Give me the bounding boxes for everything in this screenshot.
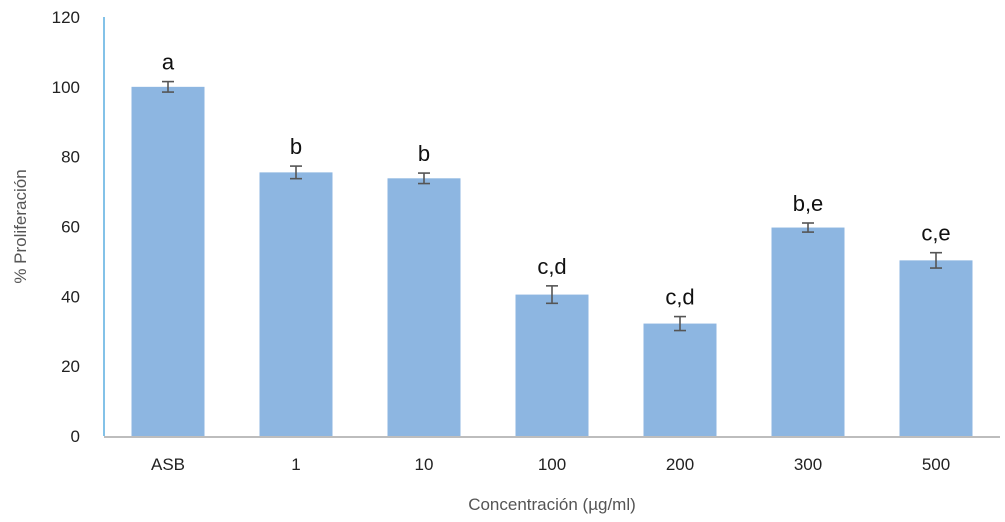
- error-bar: [546, 285, 558, 305]
- y-tick-label: 20: [61, 357, 80, 376]
- y-tick-label: 40: [61, 287, 80, 306]
- error-bar: [930, 251, 942, 269]
- x-tick-label: 500: [922, 455, 950, 474]
- error-bars-group: [162, 80, 942, 332]
- error-bar: [802, 222, 814, 233]
- x-tick-label: 200: [666, 455, 694, 474]
- x-tick-label: 10: [415, 455, 434, 474]
- bar: [387, 178, 461, 436]
- error-bar: [674, 315, 686, 332]
- error-bar: [418, 172, 430, 185]
- x-tick-label: 100: [538, 455, 566, 474]
- x-tick-label: 1: [291, 455, 300, 474]
- significance-labels-group: a b b c,d c,d b,e c,e: [162, 50, 951, 310]
- significance-label: b,e: [793, 191, 824, 216]
- significance-label: b: [290, 134, 302, 159]
- bar: [899, 260, 973, 436]
- x-axis-title: Concentración (µg/ml): [468, 495, 636, 514]
- significance-label: b: [418, 141, 430, 166]
- bar: [771, 227, 845, 436]
- bar: [131, 86, 205, 436]
- bar: [643, 323, 717, 436]
- y-tick-label: 80: [61, 148, 80, 167]
- bars-group: [131, 86, 973, 437]
- significance-label: c,d: [537, 254, 566, 279]
- bar: [515, 294, 589, 436]
- y-tick-label: 0: [71, 427, 80, 446]
- error-bar: [290, 165, 302, 180]
- x-tick-label: 300: [794, 455, 822, 474]
- y-tick-label: 100: [52, 78, 80, 97]
- x-tick-label: ASB: [151, 455, 185, 474]
- y-axis-title: % Proliferación: [11, 169, 30, 283]
- significance-label: c,d: [665, 285, 694, 310]
- y-axis-ticks: 0 20 40 60 80 100 120: [52, 8, 80, 446]
- error-bar: [162, 80, 174, 93]
- significance-label: a: [162, 50, 175, 75]
- significance-label: c,e: [921, 221, 950, 246]
- y-tick-label: 60: [61, 218, 80, 237]
- x-axis-ticks: ASB 1 10 100 200 300 500: [151, 455, 950, 474]
- y-tick-label: 120: [52, 8, 80, 27]
- bar: [259, 172, 333, 437]
